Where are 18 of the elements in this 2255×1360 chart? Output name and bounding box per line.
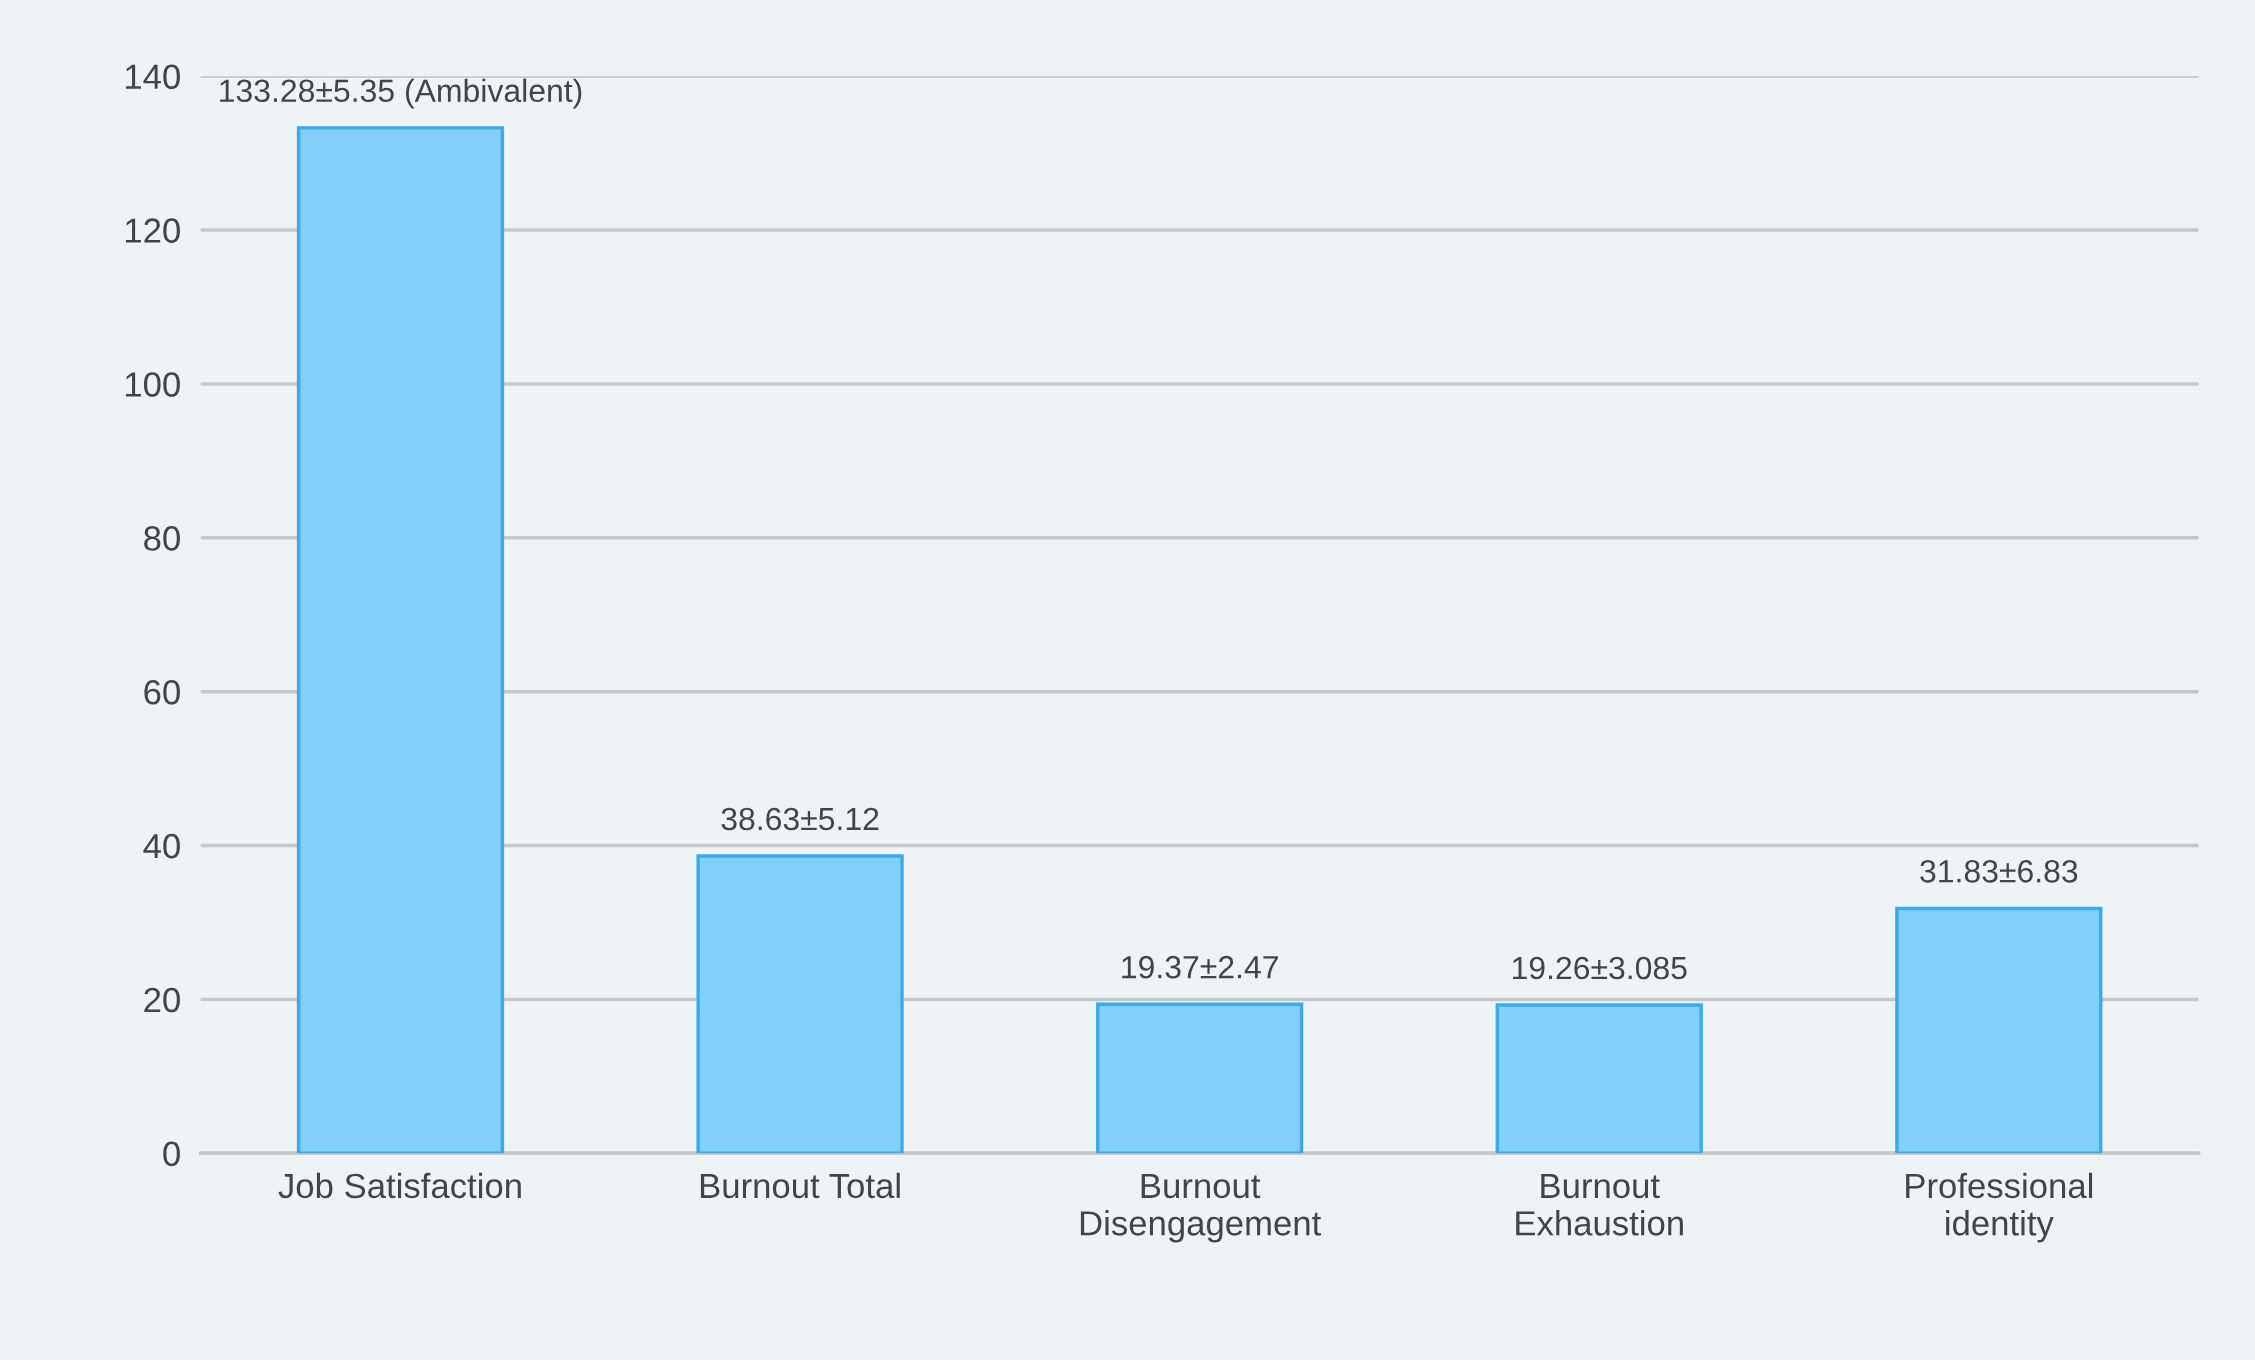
- data-label: 31.83±6.83: [1920, 860, 2078, 883]
- data-label: 19.37±2.47: [1122, 955, 1278, 979]
- x-tick-label: Burnout Exhaustion: [1516, 1174, 1683, 1236]
- y-tick-label: 0: [163, 1141, 180, 1167]
- data-label: 133.28±5.35 (Ambivalent): [220, 78, 582, 109]
- y-tick-label: 120: [125, 218, 180, 243]
- x-tick-label: Burnout Total: [700, 1172, 900, 1199]
- y-tick-label: 60: [144, 679, 180, 705]
- data-label: 38.63±5.12: [721, 807, 879, 831]
- y-tick-label: 20: [144, 987, 180, 1013]
- x-tick-label: Job Satisfaction: [278, 1172, 521, 1199]
- y-tick-label: 40: [143, 833, 180, 859]
- data-label: 19.26±3.085: [1512, 956, 1687, 980]
- y-tick-label: 140: [125, 64, 180, 90]
- x-tick-label: Burnout Disengagement: [1080, 1174, 1322, 1243]
- x-tick-label: Professional identity: [1906, 1172, 2093, 1243]
- y-tick-label: 80: [144, 526, 180, 551]
- y-tick-label: 100: [125, 372, 180, 397]
